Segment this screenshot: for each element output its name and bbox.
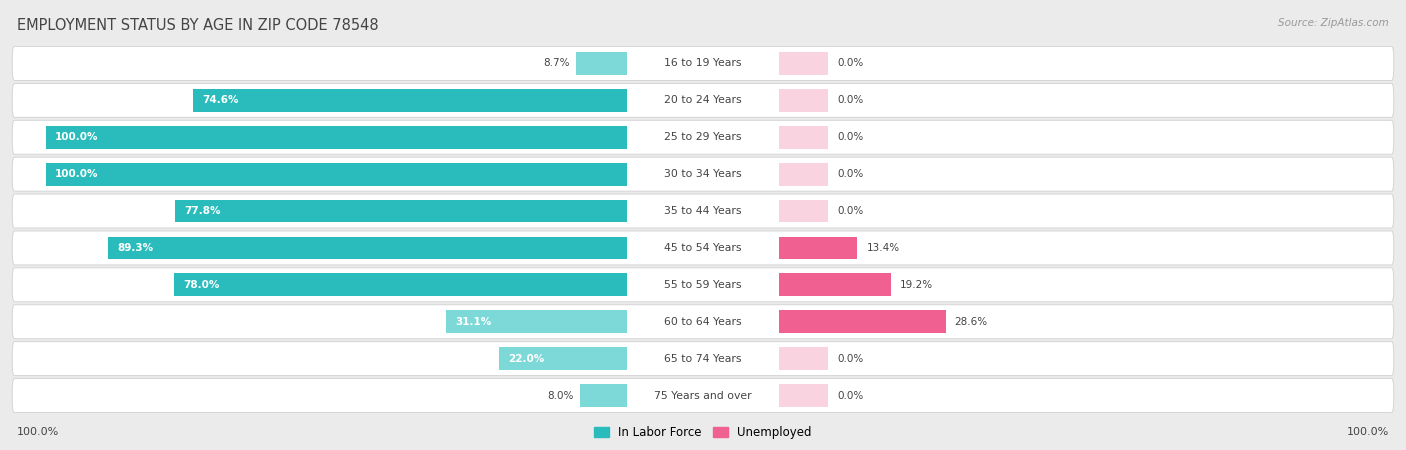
Text: Source: ZipAtlas.com: Source: ZipAtlas.com [1278,18,1389,28]
Text: EMPLOYMENT STATUS BY AGE IN ZIP CODE 78548: EMPLOYMENT STATUS BY AGE IN ZIP CODE 785… [17,18,378,33]
Bar [576,52,627,75]
Text: 0.0%: 0.0% [838,95,863,105]
Text: 55 to 59 Years: 55 to 59 Years [664,280,742,290]
Bar [108,237,627,259]
Bar [174,200,627,222]
Bar [779,52,828,75]
Text: 35 to 44 Years: 35 to 44 Years [664,206,742,216]
Bar [499,347,627,370]
FancyBboxPatch shape [13,46,1393,81]
Text: 45 to 54 Years: 45 to 54 Years [664,243,742,253]
Text: 74.6%: 74.6% [202,95,239,105]
Bar [779,237,858,259]
Text: 100.0%: 100.0% [55,169,98,179]
Text: 31.1%: 31.1% [456,317,491,327]
FancyBboxPatch shape [13,231,1393,265]
Bar [446,310,627,333]
Text: 22.0%: 22.0% [508,354,544,364]
Text: 77.8%: 77.8% [184,206,221,216]
Text: 100.0%: 100.0% [17,427,59,437]
Text: 25 to 29 Years: 25 to 29 Years [664,132,742,142]
Bar [779,200,828,222]
Text: 75 Years and over: 75 Years and over [654,391,752,401]
Text: 13.4%: 13.4% [866,243,900,253]
Text: 78.0%: 78.0% [183,280,219,290]
FancyBboxPatch shape [13,342,1393,376]
Text: 0.0%: 0.0% [838,169,863,179]
FancyBboxPatch shape [13,120,1393,154]
Text: 0.0%: 0.0% [838,206,863,216]
Text: 100.0%: 100.0% [55,132,98,142]
Text: 89.3%: 89.3% [117,243,153,253]
Text: 65 to 74 Years: 65 to 74 Years [664,354,742,364]
Bar [173,274,627,296]
FancyBboxPatch shape [13,305,1393,339]
FancyBboxPatch shape [13,378,1393,413]
Text: 28.6%: 28.6% [955,317,988,327]
Bar [46,126,627,148]
Bar [581,384,627,407]
Text: 20 to 24 Years: 20 to 24 Years [664,95,742,105]
FancyBboxPatch shape [13,194,1393,228]
Bar [779,163,828,185]
Bar [779,384,828,407]
Text: 0.0%: 0.0% [838,132,863,142]
Text: 16 to 19 Years: 16 to 19 Years [664,58,742,68]
Bar [779,274,891,296]
Bar [779,310,945,333]
Text: 8.0%: 8.0% [548,391,574,401]
Text: 19.2%: 19.2% [900,280,934,290]
Text: 100.0%: 100.0% [1347,427,1389,437]
Text: 0.0%: 0.0% [838,58,863,68]
Bar [779,126,828,148]
FancyBboxPatch shape [13,157,1393,191]
Text: 8.7%: 8.7% [544,58,569,68]
Bar [779,347,828,370]
Legend: In Labor Force, Unemployed: In Labor Force, Unemployed [589,422,817,444]
Bar [779,89,828,112]
FancyBboxPatch shape [13,83,1393,117]
Text: 60 to 64 Years: 60 to 64 Years [664,317,742,327]
Bar [46,163,627,185]
Text: 0.0%: 0.0% [838,354,863,364]
Text: 0.0%: 0.0% [838,391,863,401]
Bar [194,89,627,112]
Text: 30 to 34 Years: 30 to 34 Years [664,169,742,179]
FancyBboxPatch shape [13,268,1393,302]
